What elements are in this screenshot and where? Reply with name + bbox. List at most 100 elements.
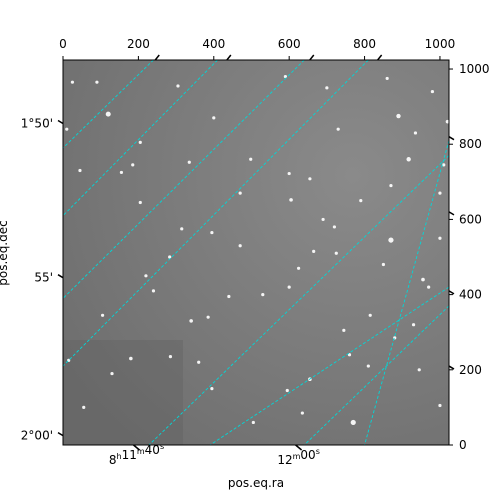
x-tick-label: 200 <box>127 37 150 51</box>
ra-tick-mark <box>295 444 303 451</box>
star <box>388 237 394 243</box>
star <box>385 76 389 81</box>
star <box>168 255 172 259</box>
star <box>78 168 82 173</box>
x-tick-label: 1000 <box>425 37 456 51</box>
star <box>325 86 329 90</box>
star <box>187 160 191 164</box>
y-tick-label: 200 <box>459 363 482 377</box>
x-tick-label: 400 <box>202 37 225 51</box>
x-tick-label: 0 <box>59 37 67 51</box>
dec-grid-line <box>63 60 218 216</box>
star <box>347 353 352 357</box>
dec-tick-mark <box>448 290 455 295</box>
star <box>381 262 386 267</box>
star <box>168 355 173 359</box>
star <box>350 419 356 426</box>
x-tick-label: 800 <box>353 37 376 51</box>
star <box>238 244 242 248</box>
ra-grid-line <box>63 60 154 149</box>
dec-axis: 1°50' 55' 2°00' <box>21 117 455 443</box>
star <box>334 251 338 255</box>
pixel-x-axis: 0 200 400 600 800 1000 <box>59 37 455 60</box>
star <box>210 230 214 235</box>
star <box>285 388 289 393</box>
x-tick-label: 600 <box>278 37 301 51</box>
sky-background <box>63 60 449 445</box>
star <box>82 405 86 410</box>
dec-tick-label: 55' <box>34 271 53 285</box>
star <box>144 274 148 278</box>
ra-grid-line <box>303 305 449 445</box>
star <box>129 356 133 361</box>
y-tick-label: 800 <box>459 137 482 151</box>
star <box>100 313 105 317</box>
star <box>287 171 291 176</box>
star <box>105 111 111 117</box>
ra-tick-mark <box>309 54 315 61</box>
star <box>445 119 449 124</box>
star <box>438 236 442 240</box>
star <box>238 191 242 195</box>
pixel-y-axis: 0 200 400 600 800 1000 <box>449 62 490 452</box>
star <box>421 277 425 282</box>
star <box>119 170 124 175</box>
dec-tick-mark <box>448 365 455 370</box>
y-axis-label: pos.eq.dec <box>0 220 10 285</box>
y-tick-label: 1000 <box>459 62 490 76</box>
dec-tick-mark <box>57 274 64 279</box>
dec-grid-line <box>364 140 449 445</box>
dark-corner-shading <box>63 340 183 445</box>
star <box>312 249 316 253</box>
star <box>110 371 114 376</box>
star <box>261 293 265 297</box>
ra-axis: 8h11m40s 12m00s <box>109 54 383 467</box>
star <box>289 198 293 202</box>
dec-grid-line <box>63 60 369 367</box>
star <box>389 183 393 188</box>
star <box>336 127 340 131</box>
y-tick-label: 400 <box>459 288 482 302</box>
star <box>308 177 312 181</box>
star <box>430 89 435 94</box>
star <box>70 80 75 84</box>
dec-tick-mark <box>57 119 64 125</box>
star <box>65 127 69 131</box>
dec-tick-mark <box>448 136 455 141</box>
dec-tick-mark <box>448 211 455 216</box>
dec-tick-label: 1°50' <box>21 117 53 131</box>
star <box>413 131 418 135</box>
star <box>197 360 201 364</box>
star <box>368 313 372 317</box>
star <box>359 199 363 203</box>
star <box>212 116 216 120</box>
y-tick-label: 600 <box>459 212 482 226</box>
ra-tick-mark <box>154 54 160 61</box>
star <box>406 157 411 162</box>
ra-tick-label: 8h11m40s <box>109 442 164 467</box>
star <box>396 113 401 119</box>
star <box>438 191 442 195</box>
y-tick-label: 0 <box>459 438 467 452</box>
star <box>189 319 193 323</box>
star <box>210 387 214 391</box>
ra-tick-mark <box>226 54 232 61</box>
ra-grid-line <box>63 60 305 299</box>
star <box>332 225 337 229</box>
star <box>417 368 421 372</box>
star <box>251 420 255 425</box>
star <box>227 294 231 299</box>
x-axis-label: pos.eq.ra <box>228 476 284 490</box>
star <box>321 217 325 222</box>
coordinate-grid <box>63 60 449 445</box>
ra-tick-mark <box>133 444 140 451</box>
star <box>342 328 346 332</box>
dec-grid-line <box>209 286 449 445</box>
star <box>366 364 370 368</box>
star <box>176 84 180 88</box>
star <box>438 403 442 408</box>
plot-frame <box>62 59 450 446</box>
ra-grid-line <box>148 155 449 445</box>
star <box>138 140 142 144</box>
